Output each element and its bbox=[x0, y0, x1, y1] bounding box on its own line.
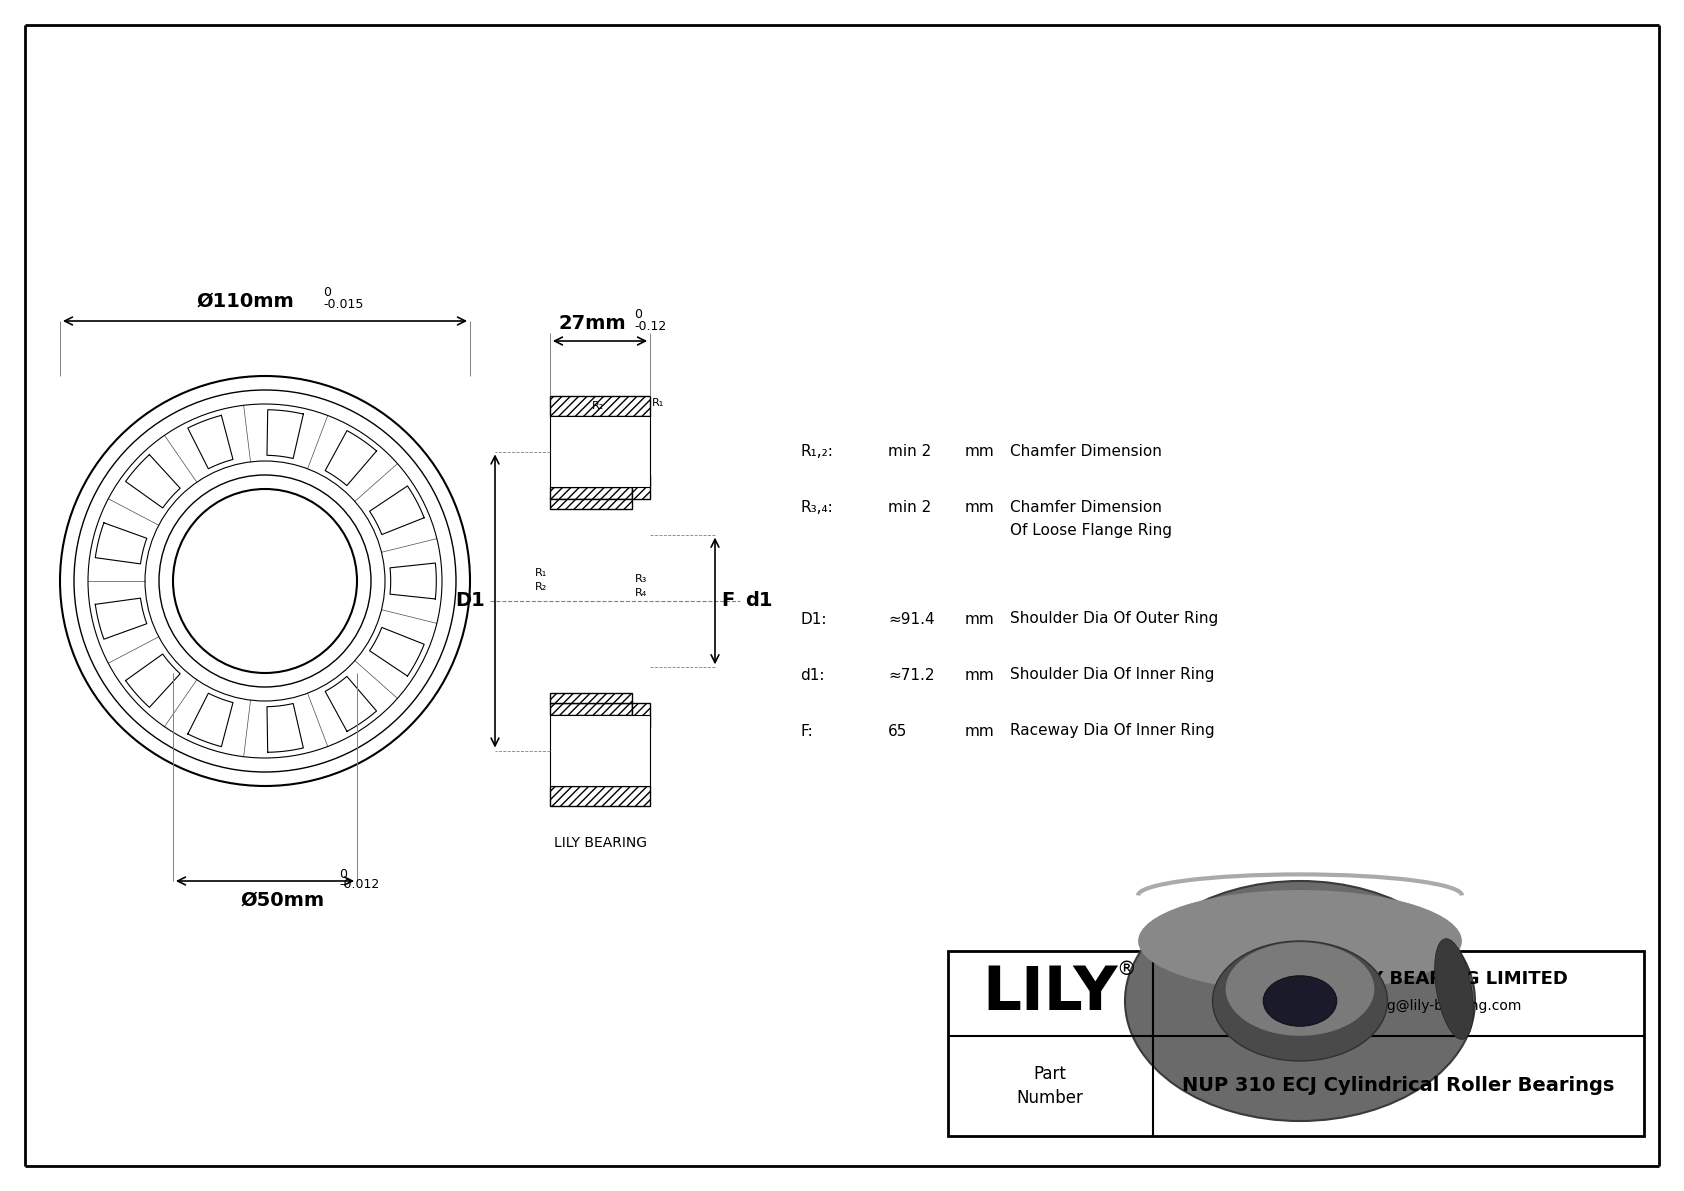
Text: mm: mm bbox=[965, 667, 995, 682]
Text: Part
Number: Part Number bbox=[1017, 1065, 1083, 1106]
Text: R₁,₂:: R₁,₂: bbox=[800, 443, 834, 459]
Text: NUP 310 ECJ Cylindrical Roller Bearings: NUP 310 ECJ Cylindrical Roller Bearings bbox=[1182, 1077, 1615, 1096]
Bar bbox=[551, 715, 650, 786]
Text: d1:: d1: bbox=[800, 667, 825, 682]
Text: SHANGHAI LILY BEARING LIMITED: SHANGHAI LILY BEARING LIMITED bbox=[1229, 971, 1568, 989]
Text: LILY: LILY bbox=[982, 964, 1118, 1023]
Text: R₃,₄:: R₃,₄: bbox=[800, 499, 834, 515]
Text: min 2: min 2 bbox=[887, 499, 931, 515]
Text: F: F bbox=[721, 592, 734, 611]
Text: ≈71.2: ≈71.2 bbox=[887, 667, 935, 682]
Text: R₁: R₁ bbox=[536, 568, 547, 578]
Text: min 2: min 2 bbox=[887, 443, 931, 459]
Ellipse shape bbox=[1125, 881, 1475, 1121]
Text: D1:: D1: bbox=[800, 611, 827, 626]
Ellipse shape bbox=[1138, 890, 1462, 992]
Bar bbox=[632, 703, 650, 727]
Bar bbox=[551, 487, 632, 499]
Text: 65: 65 bbox=[887, 723, 908, 738]
Bar bbox=[948, 950, 1644, 1136]
Ellipse shape bbox=[1263, 975, 1337, 1027]
Text: Shoulder Dia Of Inner Ring: Shoulder Dia Of Inner Ring bbox=[1010, 667, 1214, 682]
Text: mm: mm bbox=[965, 611, 995, 626]
Text: Chamfer Dimension: Chamfer Dimension bbox=[1010, 499, 1162, 515]
Bar bbox=[551, 693, 632, 703]
Text: 0: 0 bbox=[323, 286, 332, 299]
Bar bbox=[551, 395, 650, 416]
Text: 0: 0 bbox=[338, 868, 347, 881]
Text: Ø50mm: Ø50mm bbox=[241, 891, 325, 910]
Ellipse shape bbox=[1435, 939, 1474, 1040]
Ellipse shape bbox=[1212, 941, 1388, 1061]
Text: R₄: R₄ bbox=[635, 588, 647, 598]
Text: -0.012: -0.012 bbox=[338, 878, 379, 891]
Text: D1: D1 bbox=[455, 592, 485, 611]
Bar bbox=[551, 416, 650, 487]
Text: LILY BEARING: LILY BEARING bbox=[554, 836, 647, 850]
Bar bbox=[551, 703, 632, 715]
Text: Ø110mm: Ø110mm bbox=[195, 292, 295, 311]
Bar bbox=[551, 499, 632, 509]
Text: Chamfer Dimension: Chamfer Dimension bbox=[1010, 443, 1162, 459]
Ellipse shape bbox=[1127, 1010, 1494, 1052]
Text: -0.015: -0.015 bbox=[323, 298, 364, 311]
Text: 27mm: 27mm bbox=[557, 314, 626, 333]
Text: ®: ® bbox=[1116, 960, 1135, 979]
Text: F:: F: bbox=[800, 723, 813, 738]
Text: Of Loose Flange Ring: Of Loose Flange Ring bbox=[1010, 524, 1172, 538]
Text: Raceway Dia Of Inner Ring: Raceway Dia Of Inner Ring bbox=[1010, 723, 1214, 738]
Text: R₂: R₂ bbox=[593, 401, 605, 411]
Bar bbox=[551, 786, 650, 806]
Text: R₁: R₁ bbox=[652, 398, 663, 409]
Text: ≈91.4: ≈91.4 bbox=[887, 611, 935, 626]
Ellipse shape bbox=[1226, 942, 1374, 1036]
Text: d1: d1 bbox=[744, 592, 773, 611]
Text: 0: 0 bbox=[633, 308, 642, 322]
Bar bbox=[632, 475, 650, 499]
Text: mm: mm bbox=[965, 443, 995, 459]
Text: mm: mm bbox=[965, 499, 995, 515]
Text: mm: mm bbox=[965, 723, 995, 738]
Text: Email: lilybearing@lily-bearing.com: Email: lilybearing@lily-bearing.com bbox=[1275, 999, 1522, 1014]
Text: Shoulder Dia Of Outer Ring: Shoulder Dia Of Outer Ring bbox=[1010, 611, 1218, 626]
Text: R₃: R₃ bbox=[635, 574, 647, 584]
Text: -0.12: -0.12 bbox=[633, 320, 667, 333]
Text: R₂: R₂ bbox=[536, 582, 547, 592]
